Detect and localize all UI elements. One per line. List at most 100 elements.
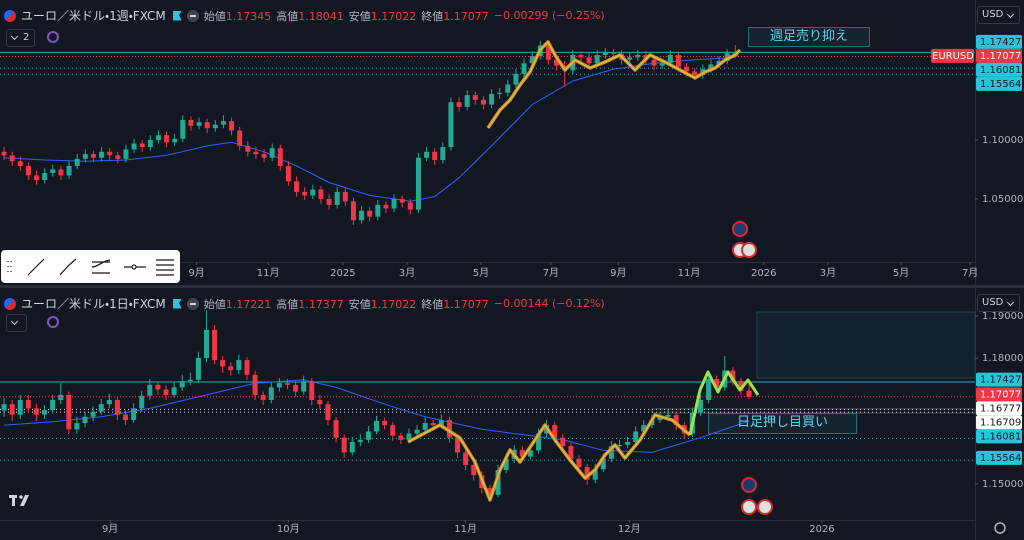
x-tick-label: 2026 xyxy=(751,268,776,279)
symbol-label-bg xyxy=(931,48,974,63)
y-tick-label: 1.18000 xyxy=(982,353,1023,364)
candle-body xyxy=(90,154,96,158)
x-tick-label: 11月 xyxy=(678,267,701,279)
annotation: 週足売り抑え xyxy=(769,29,848,44)
candle-body xyxy=(301,381,307,392)
price-label: 1.17077 xyxy=(980,51,1021,62)
candle-body xyxy=(155,135,161,140)
annotation-box: 週足売り抑え xyxy=(748,27,870,47)
candle-body xyxy=(1,151,7,156)
candle-body xyxy=(422,423,428,430)
candle-body xyxy=(627,57,633,60)
candle-body xyxy=(657,416,663,421)
candle-body xyxy=(131,408,137,421)
candle-body xyxy=(9,155,15,162)
candle-body xyxy=(382,420,388,426)
ohlc-label: 終値 xyxy=(421,9,444,23)
candle-body xyxy=(74,158,80,166)
candle-body xyxy=(527,450,533,457)
candle-body xyxy=(697,399,703,413)
candle-body xyxy=(463,452,469,466)
candle-body xyxy=(513,73,519,85)
candle-body xyxy=(692,71,698,76)
candle-body xyxy=(665,415,671,417)
annotation: 日足押し目買い xyxy=(736,415,828,430)
candle-body xyxy=(90,411,96,417)
x-tick-label: 7月 xyxy=(543,267,559,279)
candle-body xyxy=(212,329,218,361)
candle-body xyxy=(187,379,193,382)
hide-button xyxy=(186,297,199,310)
ohlc-item: 安値1.17022 xyxy=(349,8,417,24)
candle-body xyxy=(383,204,389,209)
candle-body xyxy=(495,470,501,495)
candle-body xyxy=(325,404,331,421)
x-tick-label: 5月 xyxy=(473,267,489,279)
candle-body xyxy=(536,433,542,451)
candle-body xyxy=(446,420,452,438)
candle-body xyxy=(455,437,461,453)
candle-body xyxy=(471,465,477,476)
indicator-toggle[interactable] xyxy=(6,314,27,332)
zone-box xyxy=(756,311,976,379)
candle-body xyxy=(406,433,412,440)
candle-body xyxy=(602,52,608,55)
candle-body xyxy=(659,63,665,66)
candle-body xyxy=(139,143,145,148)
candle-body xyxy=(139,395,145,409)
candle-body xyxy=(374,420,380,432)
candle-body xyxy=(643,54,649,60)
candle-body xyxy=(25,399,31,409)
candle-body xyxy=(554,59,560,66)
candle-body xyxy=(253,151,259,155)
price-label-bg xyxy=(976,450,1022,465)
candle-body xyxy=(82,416,88,424)
candle-body xyxy=(689,412,695,434)
currency-select[interactable]: USD xyxy=(977,294,1020,312)
candle-body xyxy=(114,399,120,415)
candle-body xyxy=(610,52,616,54)
chart-title: ユーロ／米ドル・1週・FXCM xyxy=(21,9,166,23)
candle-body xyxy=(302,191,308,196)
ohlc-value: 1.17345 xyxy=(225,9,272,23)
candle-body xyxy=(448,102,454,148)
candle-body xyxy=(489,93,495,105)
indicator-toggle[interactable]: 2 xyxy=(6,29,36,47)
flag-icon xyxy=(172,298,182,309)
x-tick-label: 2025 xyxy=(330,268,355,279)
ohlc-label: 高値 xyxy=(276,9,299,23)
candle-body xyxy=(17,399,23,415)
candle-body xyxy=(252,374,258,395)
ohlc-item: 終値1.17077 xyxy=(421,8,489,24)
candle-body xyxy=(681,425,687,434)
price-label: 1.16777 xyxy=(980,403,1021,414)
candle-body xyxy=(147,384,153,396)
currency-select[interactable]: USD xyxy=(977,6,1020,24)
ohlc-label: 安値 xyxy=(348,9,371,23)
price-label-bg xyxy=(976,48,1022,63)
flag-icon xyxy=(172,10,182,21)
y-tick-label: 1.05000 xyxy=(982,194,1023,205)
candle-body xyxy=(318,189,324,199)
price-label-bg xyxy=(976,34,1022,49)
x-tick-label: 9月 xyxy=(610,267,626,279)
candle-body xyxy=(341,437,347,453)
x-tick-label: 9月 xyxy=(188,267,204,279)
candle-body xyxy=(82,154,88,159)
candle-body xyxy=(284,383,290,385)
candle-body xyxy=(164,135,170,143)
price-label: 1.16081 xyxy=(980,65,1021,76)
candle-body xyxy=(293,384,299,392)
candle-body xyxy=(9,404,15,415)
y-tick-label: 1.19000 xyxy=(982,311,1023,322)
candle-body xyxy=(33,408,39,415)
candle-body xyxy=(480,99,486,105)
candle-body xyxy=(552,425,558,438)
candle-body xyxy=(560,437,566,447)
candle-body xyxy=(608,446,614,459)
candle-body xyxy=(407,202,413,210)
candle-body xyxy=(98,404,104,412)
